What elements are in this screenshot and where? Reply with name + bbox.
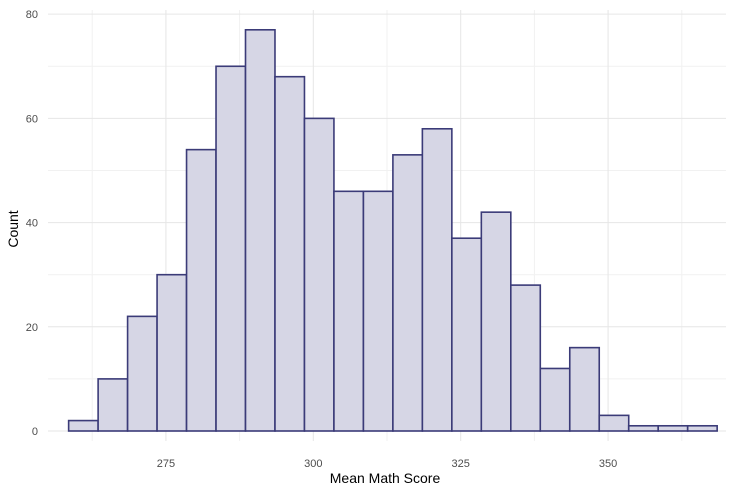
histogram-bar bbox=[126, 315, 158, 432]
y-tick-label: 80 bbox=[26, 9, 38, 21]
histogram-bar bbox=[156, 273, 188, 432]
histogram-bar bbox=[421, 127, 453, 432]
histogram-bar bbox=[451, 237, 483, 432]
histogram-bar bbox=[510, 284, 542, 432]
x-tick-label: 325 bbox=[452, 458, 470, 470]
histogram-bar bbox=[303, 117, 335, 432]
histogram-bar bbox=[392, 154, 424, 432]
y-tick-label: 60 bbox=[26, 113, 38, 125]
y-axis-title: Count bbox=[5, 210, 21, 247]
histogram-bar bbox=[215, 65, 247, 432]
histogram-bars bbox=[67, 28, 718, 432]
x-axis-title: Mean Math Score bbox=[330, 470, 441, 486]
y-tick-label: 40 bbox=[26, 218, 38, 230]
histogram-bar bbox=[97, 378, 129, 432]
y-tick-label: 0 bbox=[32, 426, 38, 438]
histogram-bar bbox=[244, 28, 276, 432]
x-tick-label: 300 bbox=[304, 458, 322, 470]
histogram-bar bbox=[568, 346, 601, 432]
histogram-bar bbox=[185, 148, 217, 432]
histogram-bar bbox=[539, 367, 571, 432]
histogram-bar bbox=[657, 424, 689, 432]
histogram-bar bbox=[686, 424, 718, 432]
x-tick-label: 350 bbox=[599, 458, 617, 470]
histogram-bar bbox=[480, 211, 512, 432]
histogram-bar bbox=[598, 414, 630, 432]
histogram-bar bbox=[67, 419, 99, 432]
histogram-bar bbox=[362, 190, 394, 432]
histogram-bar bbox=[274, 75, 306, 432]
histogram-bar bbox=[333, 190, 365, 432]
histogram-bar bbox=[627, 424, 660, 432]
tick-labels: 275 300 325 350 0 20 40 60 80 bbox=[26, 9, 618, 470]
x-tick-label: 275 bbox=[157, 458, 175, 470]
y-tick-label: 20 bbox=[26, 322, 38, 334]
